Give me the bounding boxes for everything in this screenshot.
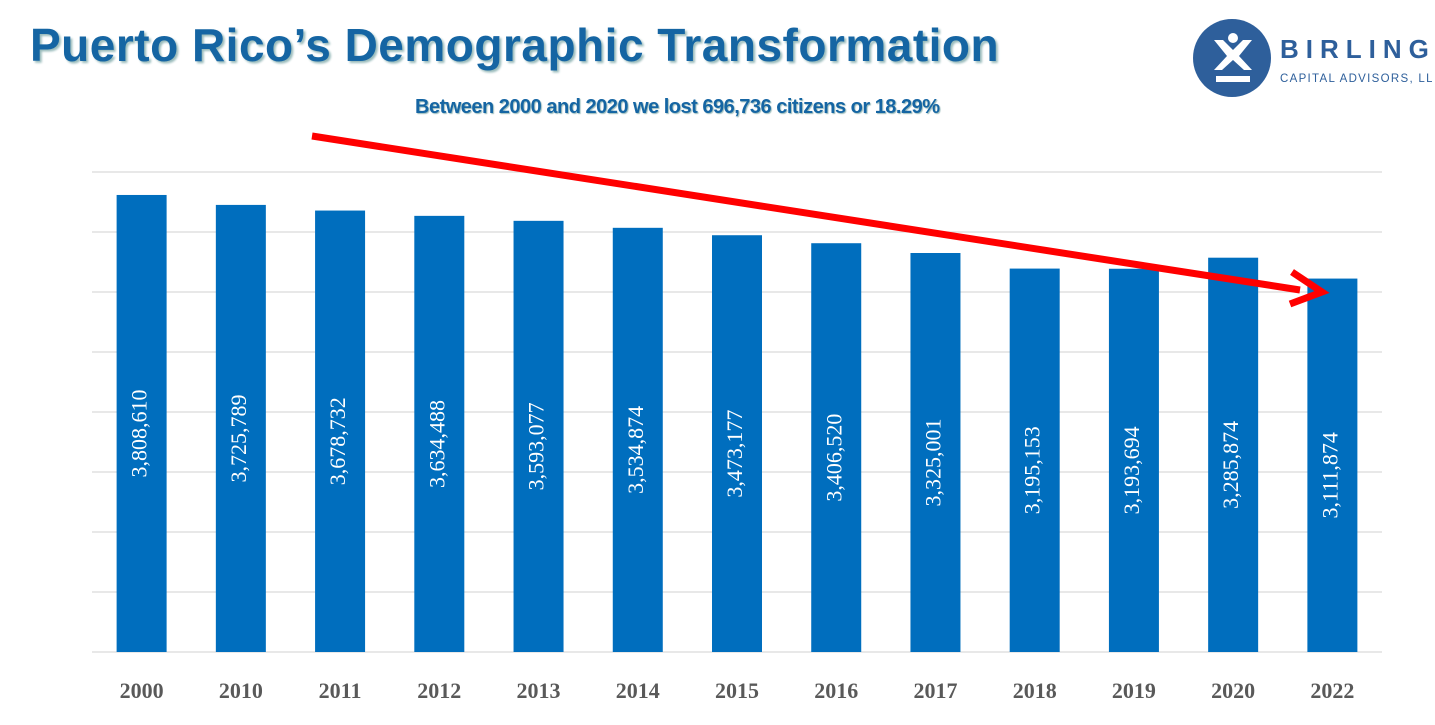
birling-logo: BIRLING CAPITAL ADVISORS, LLC xyxy=(1193,19,1432,97)
bar-2016 xyxy=(811,243,862,653)
data-label-2019: 3,193,694 xyxy=(1119,426,1144,514)
data-label-2020: 3,285,874 xyxy=(1218,421,1243,509)
bar-2022 xyxy=(1307,278,1358,652)
x-tick-label: 2017 xyxy=(913,678,957,703)
x-tick-label: 2011 xyxy=(319,678,362,703)
bar-2013 xyxy=(513,220,564,653)
data-label-2011: 3,678,732 xyxy=(325,397,350,485)
svg-text:BIRLING: BIRLING xyxy=(1280,34,1432,64)
data-label-2016: 3,406,520 xyxy=(821,414,846,502)
x-tick-label: 2018 xyxy=(1013,678,1057,703)
data-label-2018: 3,195,153 xyxy=(1020,426,1045,514)
bar-2015 xyxy=(712,235,762,653)
x-tick-label: 2014 xyxy=(616,678,660,703)
bar-2000 xyxy=(116,194,167,652)
data-label-2014: 3,534,874 xyxy=(623,406,648,494)
trend-arrow xyxy=(311,132,1330,308)
page-title: Puerto Rico’s Demographic Transformation xyxy=(30,19,1000,71)
x-tick-label: 2000 xyxy=(120,678,164,703)
bar-2018 xyxy=(1009,268,1060,652)
x-tick-label: 2015 xyxy=(715,678,759,703)
bar-2014 xyxy=(612,227,663,652)
data-label-2013: 3,593,077 xyxy=(524,402,549,490)
data-label-2000: 3,808,610 xyxy=(127,389,152,477)
chart-subtitle: Between 2000 and 2020 we lost 696,736 ci… xyxy=(415,96,940,118)
svg-text:CAPITAL ADVISORS, LLC: CAPITAL ADVISORS, LLC xyxy=(1280,73,1432,85)
bar-2019 xyxy=(1108,268,1159,652)
data-label-2017: 3,325,001 xyxy=(921,418,946,506)
bar-2011 xyxy=(315,210,366,652)
data-label-2010: 3,725,789 xyxy=(226,394,251,482)
x-tick-label: 2019 xyxy=(1112,678,1156,703)
x-tick-label: 2010 xyxy=(219,678,263,703)
x-tick-label: 2016 xyxy=(814,678,858,703)
data-label-2015: 3,473,177 xyxy=(722,410,747,498)
bar-2010 xyxy=(215,204,266,652)
x-tick-label: 2013 xyxy=(517,678,561,703)
bar-2020 xyxy=(1208,257,1259,652)
x-tick-label: 2020 xyxy=(1211,678,1255,703)
x-tick-label: 2022 xyxy=(1310,678,1354,703)
data-label-2012: 3,634,488 xyxy=(424,400,449,488)
bar-2017 xyxy=(910,252,961,652)
bar-2012 xyxy=(414,215,465,652)
data-label-2022: 3,111,874 xyxy=(1317,432,1342,518)
x-tick-label: 2012 xyxy=(417,678,461,703)
